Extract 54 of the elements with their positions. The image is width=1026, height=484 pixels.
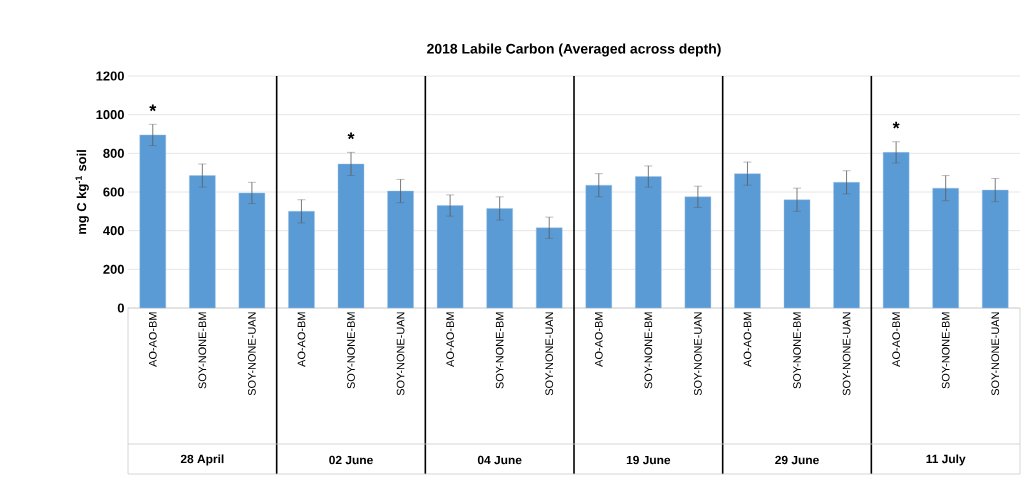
x-tick-label: AO-AO-BM (743, 312, 752, 367)
text: 02 June (329, 455, 373, 465)
bar (982, 189, 1009, 309)
chart-title: 2018 Labile Carbon (Averaged across depth) (427, 43, 721, 57)
bar (882, 152, 910, 309)
bar (387, 190, 414, 309)
y-tick-label: 1200 (96, 71, 124, 81)
bar (337, 163, 365, 309)
y-tick-label: 200 (103, 264, 124, 274)
x-tick-label: AO-AO-BM (148, 312, 157, 367)
x-tick-label: AO-AO-BM (594, 312, 603, 367)
x-tick-label: SOY-NONE-BM (347, 312, 355, 389)
text: 28 April (180, 454, 224, 466)
x-tick-label: SOY-NONE-UAN (694, 312, 702, 396)
y-tick-label: 600 (103, 187, 124, 197)
x-tick-label: SOY-NONE-BM (495, 312, 504, 389)
x-tick-label: AO-AO-BM (892, 312, 900, 367)
bar (734, 173, 761, 309)
text: 04 June (477, 455, 522, 465)
x-tick-label: SOY-NONE-UAN (396, 312, 405, 396)
y-axis-title: mg C kg$^{-1}$ soil (75, 150, 89, 234)
x-tick-label: SOY-NONE-BM (644, 312, 653, 389)
x-tick-label: SOY-NONE-BM (941, 312, 950, 389)
bar (436, 205, 464, 309)
x-tick-label: SOY-NONE-UAN (545, 312, 554, 396)
x-tick-label: SOY-NONE-UAN (248, 312, 256, 396)
data-label: * (149, 104, 157, 112)
y-tick-label: 800 (103, 148, 124, 158)
bar (684, 196, 712, 309)
bar (189, 175, 216, 309)
bar (833, 182, 860, 309)
x-tick-label: SOY-NONE-UAN (991, 312, 1000, 396)
x-tick-label: AO-AO-BM (297, 312, 306, 367)
x-tick-label: SOY-NONE-BM (793, 312, 801, 389)
text: 29 June (775, 455, 819, 465)
bar (932, 187, 959, 309)
bar (635, 176, 662, 309)
x-tick-label: AO-AO-BM (446, 312, 454, 367)
y-tick-label: 400 (103, 226, 124, 236)
bar (486, 208, 513, 309)
bar (783, 199, 811, 309)
data-label: * (347, 132, 355, 140)
y-tick-label: 1000 (96, 110, 124, 120)
bar (536, 227, 563, 309)
y-tick-label: 0 (117, 303, 124, 313)
data-label: * (892, 121, 900, 129)
text: 19 June (626, 455, 671, 465)
bar (238, 192, 266, 309)
text: 11 July (926, 454, 966, 466)
bar (139, 134, 166, 309)
bar (585, 185, 612, 309)
x-tick-label: SOY-NONE-BM (198, 312, 207, 389)
x-tick-label: SOY-NONE-UAN (842, 312, 851, 396)
bar (288, 211, 315, 309)
